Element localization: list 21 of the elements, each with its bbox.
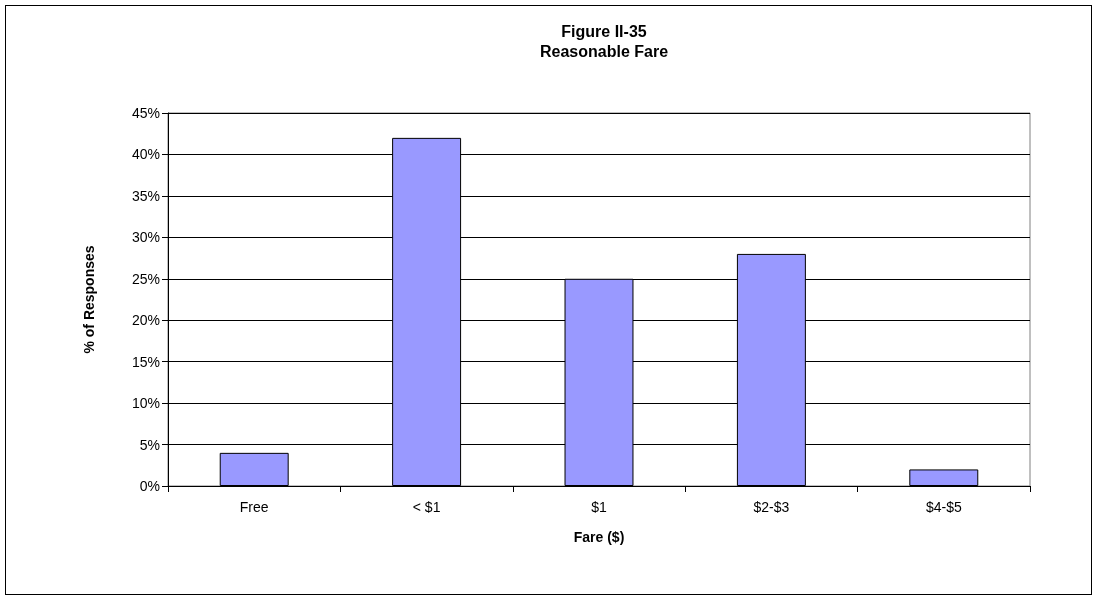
y-tick-label: 0% — [139, 478, 160, 494]
chart-subtitle: Reasonable Fare — [539, 42, 669, 60]
y-tick-label: 10% — [131, 395, 160, 412]
bar — [219, 452, 289, 486]
x-tick-label: $2-$3 — [753, 499, 790, 515]
y-tick-label: 5% — [139, 436, 160, 453]
bar — [909, 469, 979, 486]
y-axis-title: % of Responses — [81, 245, 97, 354]
y-tick-label: 20% — [131, 312, 160, 329]
y-tick-label: 45% — [131, 105, 160, 121]
chart-title: Figure II-35 — [561, 22, 647, 40]
x-tick-label: < $1 — [412, 499, 441, 515]
y-tick-label: 25% — [131, 270, 160, 287]
x-tick-label: Free — [239, 499, 269, 515]
y-tick-label: 15% — [131, 353, 160, 370]
y-tick-label: 35% — [131, 187, 160, 204]
x-tick-label: $4-$5 — [925, 499, 962, 515]
y-tick-label: 40% — [131, 146, 160, 163]
x-tick-label: $1 — [591, 499, 607, 515]
x-axis-title: Fare ($) — [573, 529, 625, 545]
y-tick-label: 30% — [131, 229, 160, 246]
